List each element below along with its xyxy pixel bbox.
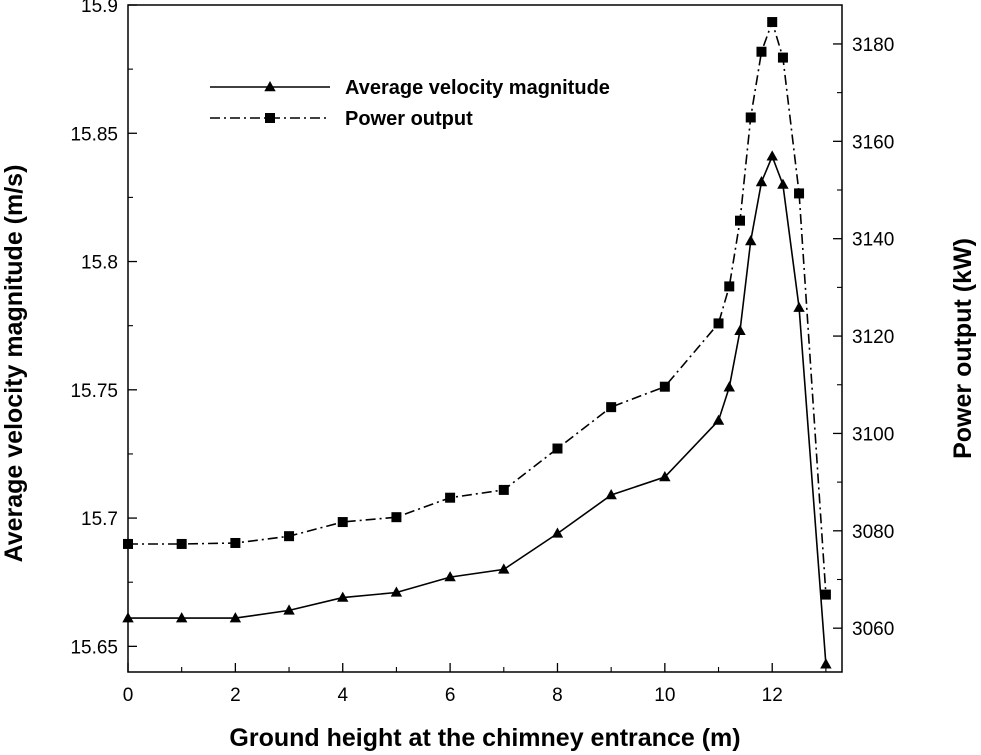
velocity-point <box>229 612 242 623</box>
power-point <box>735 215 745 226</box>
velocity-point <box>793 301 805 312</box>
x-tick-label: 10 <box>654 685 675 706</box>
power-point <box>745 112 756 123</box>
series-line-power <box>128 19 827 595</box>
y-right-tick-label: 3140 <box>852 230 894 251</box>
power-point <box>337 517 348 528</box>
y-right-tick-label: 3100 <box>852 424 894 445</box>
velocity-point <box>777 178 789 189</box>
legend-marker-power <box>265 113 275 123</box>
y-left-tick-label: 15.9 <box>81 0 118 17</box>
velocity-point <box>337 591 349 602</box>
y-right-tick-label: 3120 <box>852 327 894 348</box>
y-left-tick-label: 15.8 <box>81 253 118 274</box>
power-point <box>713 318 724 329</box>
velocity-point <box>659 471 671 482</box>
velocity-point <box>755 176 768 187</box>
y-right-tick-label: 3060 <box>852 619 894 640</box>
power-point <box>552 443 563 454</box>
power-point <box>794 188 805 199</box>
y-axis-right-title: Power output (kW) <box>949 238 977 459</box>
x-tick-label: 6 <box>445 685 456 706</box>
y-left-tick-label: 15.7 <box>81 509 118 530</box>
velocity-point <box>605 488 617 500</box>
series-line-velocity <box>128 154 827 665</box>
velocity-point <box>390 586 403 597</box>
x-tick-label: 0 <box>123 685 134 706</box>
velocity-point <box>175 612 188 623</box>
legend-label-velocity: Average velocity magnitude <box>345 77 610 99</box>
power-point <box>756 46 767 57</box>
power-point <box>176 538 187 549</box>
velocity-point <box>723 381 735 392</box>
y-axis-left-title: Average velocity magnitude (m/s) <box>0 165 28 563</box>
velocity-point <box>712 414 725 425</box>
legend-marker-velocity <box>264 81 276 92</box>
velocity-point <box>766 150 778 161</box>
power-point <box>230 537 241 548</box>
legend-label-power: Power output <box>345 108 473 130</box>
y-left-tick-label: 15.85 <box>70 124 118 145</box>
power-point <box>606 402 617 413</box>
velocity-point <box>745 235 757 246</box>
x-tick-label: 2 <box>230 685 241 706</box>
power-point <box>498 484 509 495</box>
power-point <box>724 281 735 292</box>
velocity-point <box>498 563 510 574</box>
x-axis-title: Ground height at the chimney entrance (m… <box>229 724 740 752</box>
velocity-point <box>551 527 564 538</box>
y-right-tick-label: 3160 <box>852 132 894 153</box>
power-point <box>820 589 831 600</box>
power-point <box>659 381 670 392</box>
velocity-point <box>734 324 746 336</box>
power-point <box>284 531 295 542</box>
power-point <box>123 538 133 549</box>
axes: 0 2 4 6 8 10 12 15.65 15.7 15.75 15.8 15.85 15.9 3060… <box>70 0 894 706</box>
velocity-point <box>283 604 295 615</box>
velocity-point <box>444 571 456 582</box>
legend: Average velocity magnitude Power output <box>210 77 610 130</box>
power-point <box>777 52 788 63</box>
plot-series <box>122 17 832 669</box>
x-tick-label: 4 <box>337 685 348 706</box>
y-left-tick-label: 15.75 <box>70 381 118 402</box>
y-right-tick-label: 3180 <box>852 35 894 56</box>
power-point <box>767 17 778 28</box>
velocity-point <box>820 658 832 669</box>
power-point <box>445 492 456 503</box>
velocity-point <box>122 612 134 623</box>
y-left-tick-label: 15.65 <box>70 637 118 658</box>
power-point <box>391 512 402 523</box>
y-right-tick-label: 3080 <box>852 522 894 543</box>
x-tick-label: 8 <box>552 685 563 706</box>
plot-frame <box>127 4 843 673</box>
x-tick-label: 12 <box>762 685 783 706</box>
